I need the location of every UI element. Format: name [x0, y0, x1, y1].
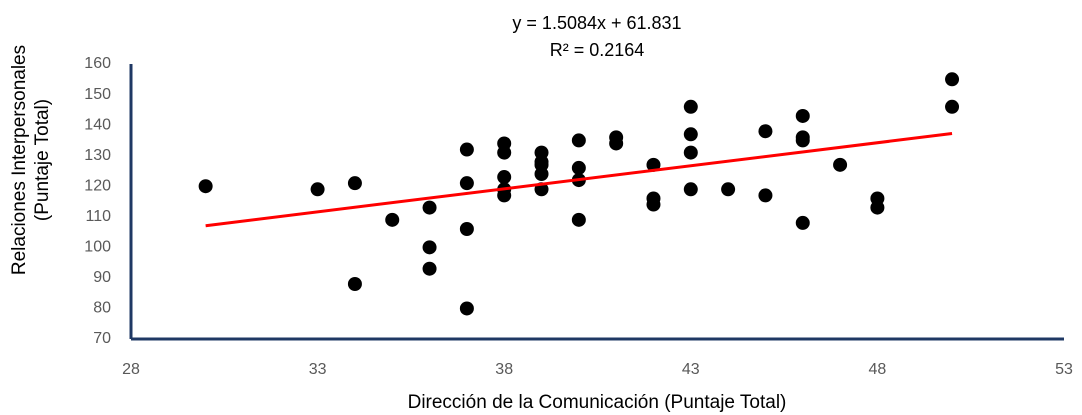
- point: [422, 240, 437, 255]
- y-tick-label: 140: [84, 116, 111, 133]
- point: [646, 197, 661, 212]
- point: [945, 72, 960, 87]
- x-tick-label: 43: [682, 361, 700, 378]
- x-axis-title: Dirección de la Comunicación (Puntaje To…: [408, 392, 787, 413]
- point: [795, 108, 810, 123]
- x-tick-label: 28: [122, 361, 140, 378]
- point: [571, 160, 586, 175]
- point: [683, 182, 698, 197]
- point: [198, 179, 213, 194]
- y-tick-label: 150: [84, 86, 111, 103]
- point: [683, 145, 698, 160]
- point: [497, 145, 512, 160]
- point: [385, 212, 400, 227]
- y-tick-label: 70: [93, 330, 111, 347]
- x-tick-label: 53: [1055, 361, 1073, 378]
- y-tick-label: 80: [93, 300, 111, 317]
- y-axis-title: Relaciones Interpersonales: [9, 45, 30, 275]
- trendline-equation: y = 1.5084x + 61.831: [512, 13, 681, 33]
- y-axis-title: (Puntaje Total): [32, 99, 53, 221]
- point: [721, 182, 736, 197]
- y-tick-label: 90: [93, 269, 111, 286]
- point: [497, 188, 512, 203]
- x-tick-label: 38: [495, 361, 513, 378]
- point: [945, 99, 960, 114]
- point: [870, 200, 885, 215]
- point: [795, 215, 810, 230]
- point: [347, 277, 362, 291]
- point: [758, 188, 773, 203]
- y-tick-label: 160: [84, 55, 111, 72]
- point: [422, 200, 437, 215]
- point: [422, 261, 437, 276]
- trendline: [205, 132, 953, 228]
- point: [497, 170, 512, 185]
- x-tick-label: 33: [309, 361, 327, 378]
- y-tick-label: 120: [84, 177, 111, 194]
- y-tick-label: 130: [84, 147, 111, 164]
- point: [534, 167, 549, 181]
- point: [310, 182, 325, 197]
- trendline-r2: R² = 0.2164: [550, 40, 645, 60]
- point: [758, 124, 773, 139]
- point: [609, 136, 624, 151]
- y-tick-label: 100: [84, 239, 111, 256]
- point: [571, 133, 586, 148]
- x-tick-label: 48: [869, 361, 887, 378]
- point: [459, 142, 474, 157]
- point: [646, 157, 661, 172]
- point: [459, 176, 474, 191]
- point: [571, 212, 586, 227]
- point: [833, 157, 848, 172]
- y-tick-label: 110: [85, 208, 111, 225]
- point: [459, 301, 474, 316]
- point: [347, 176, 362, 191]
- point: [683, 127, 698, 142]
- point: [459, 222, 474, 236]
- point: [795, 133, 810, 148]
- point: [683, 99, 698, 114]
